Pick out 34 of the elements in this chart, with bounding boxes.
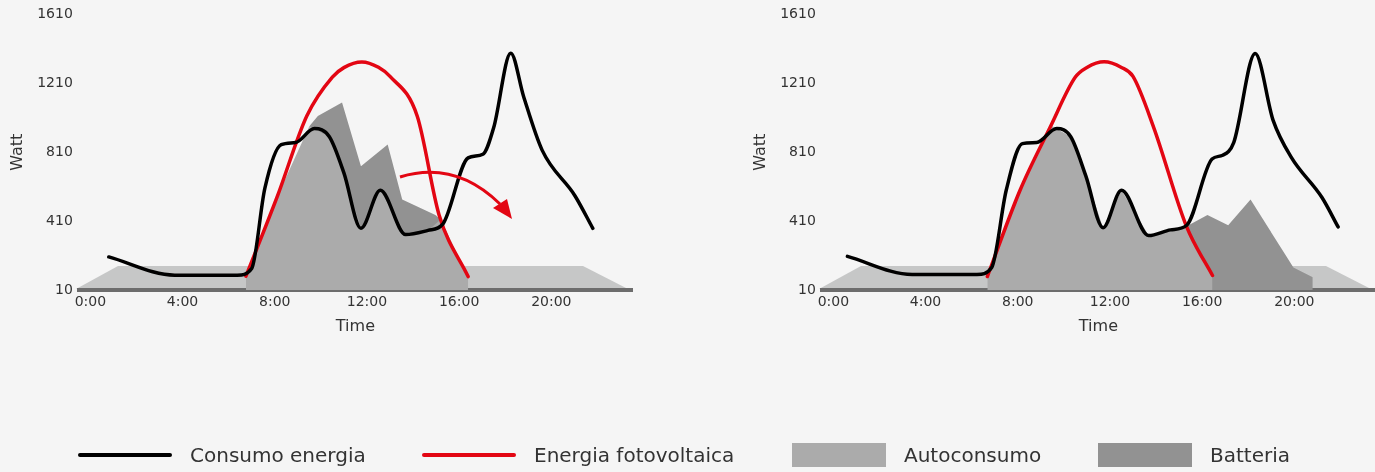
line-series — [244, 60, 470, 279]
line-series — [845, 51, 1340, 277]
legend-label: Energia fotovoltaica — [534, 443, 735, 467]
y-tick-label: 1210 — [37, 73, 73, 90]
x-tick-label: 20:00 — [531, 293, 572, 310]
y-tick-label: 410 — [789, 211, 816, 228]
legend-label: Consumo energia — [190, 443, 366, 467]
y-tick-label: 10 — [798, 280, 816, 297]
x-tick-label: 4:00 — [909, 293, 942, 310]
x-tick-label: 8:00 — [259, 293, 291, 310]
x-axis-title: Time — [334, 315, 375, 335]
legend-label: Autoconsumo — [904, 443, 1042, 467]
y-tick-label: 1210 — [780, 73, 816, 90]
y-tick-label: 810 — [789, 142, 816, 159]
x-tick-label: 0:00 — [74, 293, 107, 310]
line-series — [985, 60, 1215, 279]
x-tick-label: 12:00 — [1089, 293, 1131, 310]
y-tick-label: 410 — [46, 211, 73, 228]
y-axis-title: Watt — [6, 133, 26, 171]
x-tick-label: 4:00 — [166, 293, 199, 310]
x-tick-label: 20:00 — [1274, 293, 1315, 310]
x-tick-label: 16:00 — [438, 293, 480, 310]
y-axis-title: Watt — [749, 133, 769, 171]
y-tick-label: 10 — [55, 280, 73, 297]
line-series — [107, 51, 595, 277]
x-tick-label: 8:00 — [1002, 293, 1034, 310]
y-tick-label: 1610 — [37, 5, 73, 22]
x-tick-label: 16:00 — [1181, 293, 1223, 310]
x-tick-label: 12:00 — [346, 293, 388, 310]
y-tick-label: 1610 — [780, 5, 816, 22]
x-axis-title: Time — [1077, 315, 1118, 335]
x-tick-label: 0:00 — [817, 293, 850, 310]
legend-label: Batteria — [1210, 443, 1290, 467]
y-tick-label: 810 — [46, 142, 73, 159]
